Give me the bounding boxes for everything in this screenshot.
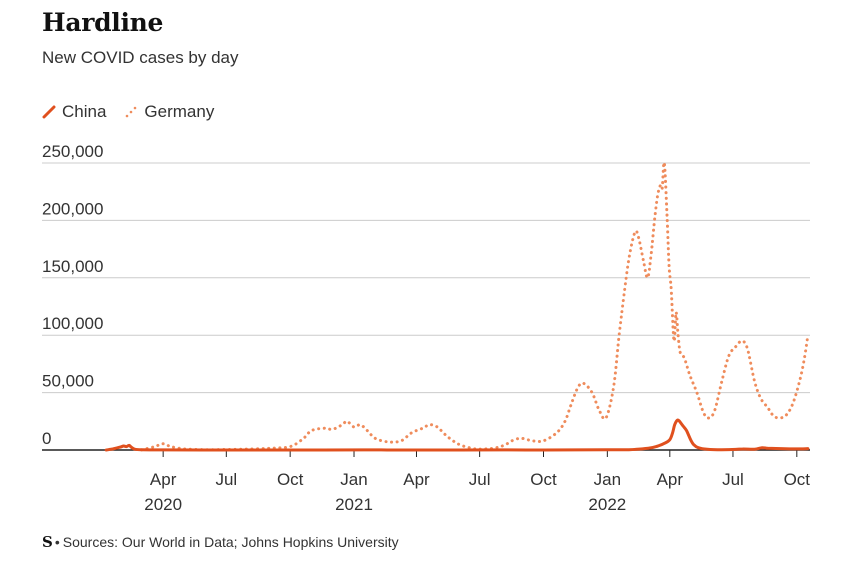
x-tick-label: Jul (722, 470, 744, 489)
x-tick-label: Oct (784, 470, 811, 489)
source-text: Sources: Our World in Data; Johns Hopkin… (62, 534, 399, 550)
x-tick-label: Apr (657, 470, 684, 489)
x-tick-label: Apr (150, 470, 177, 489)
y-tick-label: 200,000 (42, 199, 103, 218)
x-year-label: 2021 (335, 495, 373, 514)
legend-label-china: China (62, 102, 107, 121)
legend-item-germany: Germany (124, 102, 214, 122)
x-tick-label: Jan (594, 470, 621, 489)
legend: China Germany (42, 102, 232, 122)
x-tick-label: Oct (530, 470, 557, 489)
footer-separator: • (54, 534, 60, 550)
series-line-china (104, 418, 810, 452)
x-tick-label: Jul (215, 470, 237, 489)
x-tick-label: Apr (403, 470, 430, 489)
x-year-label: 2022 (588, 495, 626, 514)
x-tick-label: Jan (340, 470, 367, 489)
y-tick-label: 150,000 (42, 257, 103, 276)
legend-item-china: China (42, 102, 106, 122)
chart-subtitle: New COVID cases by day (42, 48, 239, 67)
source-footer: S • Sources: Our World in Data; Johns Ho… (42, 533, 399, 551)
y-tick-label: 0 (42, 429, 51, 448)
y-tick-label: 100,000 (42, 314, 103, 333)
x-tick-label: Oct (277, 470, 304, 489)
china-legend-swatch (42, 105, 56, 119)
x-year-label: 2020 (144, 495, 182, 514)
x-tick-label: Jul (469, 470, 491, 489)
y-tick-label: 250,000 (42, 142, 103, 161)
chart-title: Hardline (42, 8, 164, 37)
publisher-logo: S (42, 533, 53, 551)
legend-label-germany: Germany (144, 102, 215, 121)
y-tick-label: 50,000 (42, 372, 94, 391)
germany-legend-swatch (126, 106, 137, 118)
series-line-germany (140, 161, 810, 452)
